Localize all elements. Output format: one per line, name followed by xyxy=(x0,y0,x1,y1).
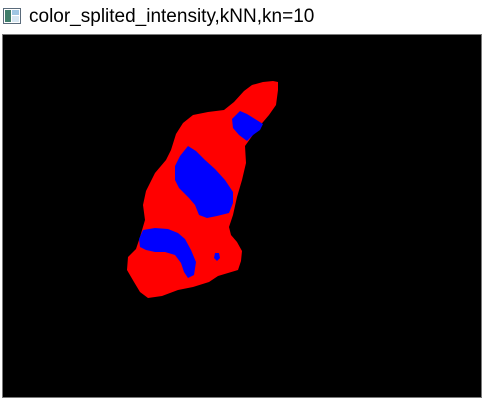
title-bar[interactable]: color_splited_intensity,kNN,kn=10 xyxy=(0,0,484,34)
segmented-image xyxy=(3,35,481,397)
image-window-icon xyxy=(3,8,21,24)
image-display xyxy=(2,34,482,398)
window-title: color_splited_intensity,kNN,kn=10 xyxy=(29,5,314,29)
image-background xyxy=(3,35,481,397)
